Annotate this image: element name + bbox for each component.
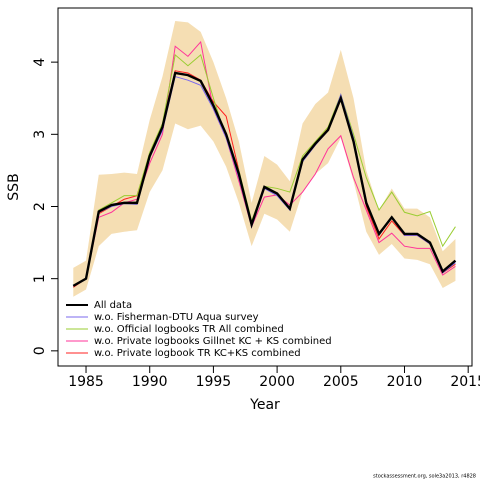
x-tick-label: 1995 [196,374,232,390]
x-tick-label: 2000 [259,374,295,390]
y-tick-label: 4 [32,58,48,67]
x-axis-label: Year [249,397,280,413]
confidence-band [73,20,456,297]
legend-label: w.o. Private logbook TR KC+KS combined [94,348,301,359]
y-axis-label: SSB [6,173,22,200]
legend-label: All data [94,300,132,311]
x-tick-label: 2015 [450,374,480,390]
legend-label: w.o. Fisherman-DTU Aqua survey [94,312,259,323]
series-line [72,71,457,287]
legend-label: w.o. Official logbooks TR All combined [94,324,284,335]
x-tick-label: 1985 [68,374,104,390]
plot-frame [57,7,473,367]
y-tick-label: 2 [32,202,48,211]
y-tick-label: 0 [32,346,48,355]
x-tick-label: 1990 [132,374,168,390]
footnote: stockassessment.org, sole3a2013, r4828 [373,474,476,480]
y-tick-label: 1 [32,274,48,283]
legend-label: w.o. Private logbooks Gillnet KC + KS co… [94,336,332,347]
x-tick-label: 2005 [323,374,359,390]
y-tick-label: 3 [32,130,48,139]
x-tick-label: 2010 [387,374,423,390]
